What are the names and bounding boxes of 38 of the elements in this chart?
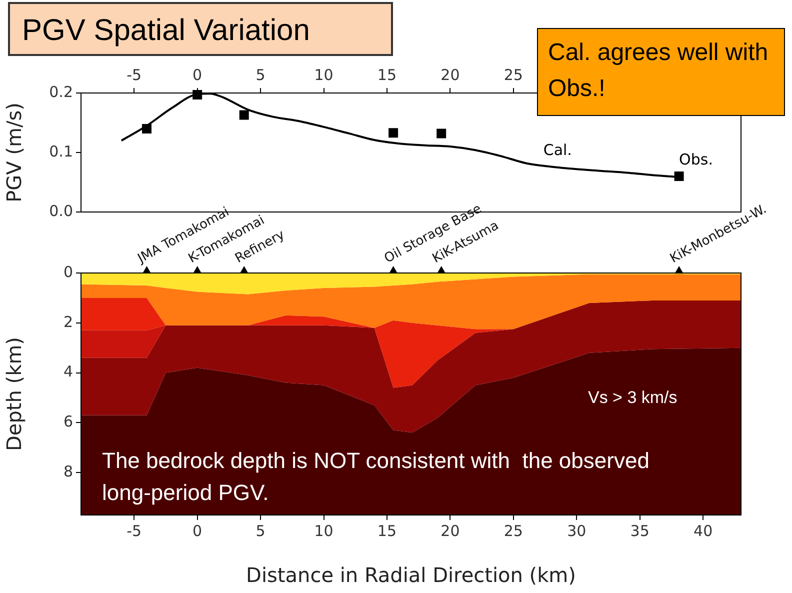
x-tick-label: 35 (630, 522, 650, 540)
x-tick-label: 40 (694, 522, 713, 540)
point (388, 128, 398, 138)
y-tick-label: 0.0 (49, 202, 73, 220)
series-label: Cal. (543, 141, 572, 160)
x-tick-label: 0 (192, 66, 202, 84)
series-label: Obs. (679, 150, 713, 169)
x-tick-label: 5 (256, 66, 266, 84)
x-tick-label: 15 (377, 522, 397, 540)
point (239, 110, 249, 120)
x-axis-title: Distance in Radial Direction (km) (246, 563, 576, 588)
y-tick-label: 0.2 (49, 82, 73, 101)
x-tick-label: 0 (192, 522, 202, 540)
point (436, 128, 446, 138)
y-tick-label: 2 (63, 312, 73, 331)
y-tick-label: 4 (63, 362, 73, 381)
x-tick-label: 25 (504, 522, 523, 540)
y-tick-label: 0.1 (49, 142, 73, 160)
y-axis-title: Depth (km) (2, 337, 26, 451)
x-tick-label: 5 (256, 522, 266, 540)
x-tick-label: -5 (126, 522, 142, 540)
x-tick-label: 20 (440, 522, 460, 540)
x-tick-label: 20 (440, 66, 460, 84)
x-tick-label: 30 (567, 522, 586, 540)
x-tick-label: 25 (504, 66, 523, 84)
y-tick-label: 6 (63, 412, 73, 431)
annotation: The bedrock depth is NOT consistent with the observed long-period PGV. (102, 447, 650, 507)
chart-title: PGV Spatial Variation (8, 2, 393, 56)
x-tick-label: -5 (126, 66, 142, 84)
x-tick-label: 15 (377, 66, 397, 84)
x-tick-label: 10 (314, 66, 334, 84)
x-tick-label: 10 (314, 522, 334, 540)
annotation: Vs > 3 km/s (588, 388, 678, 408)
y-tick-label: 8 (63, 462, 73, 480)
y-axis-title: PGV (m/s) (2, 102, 26, 202)
point (674, 172, 684, 182)
annotation: Cal. agrees well with Obs.! (537, 28, 785, 116)
y-tick-label: 0 (63, 262, 73, 281)
